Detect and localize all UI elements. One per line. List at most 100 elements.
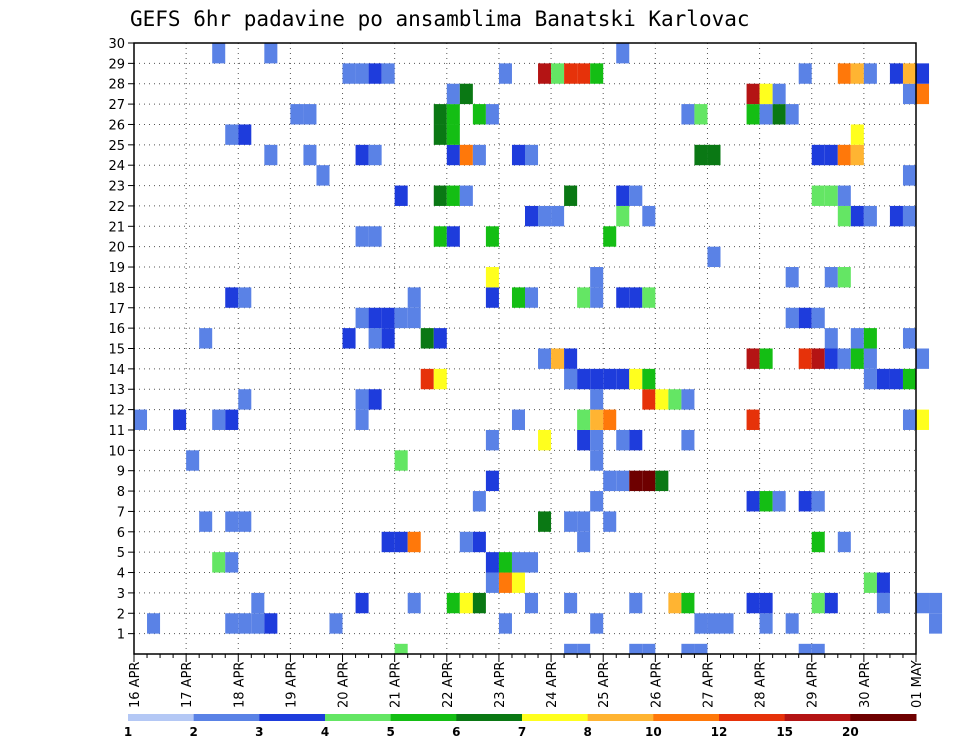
- data-cell: [551, 205, 565, 227]
- data-cell: [472, 104, 486, 125]
- data-cell: [459, 144, 473, 166]
- data-cell: [238, 287, 252, 308]
- data-cell: [433, 185, 447, 206]
- data-cell: [811, 348, 825, 369]
- legend-label: 4: [321, 725, 329, 739]
- data-cell: [407, 287, 421, 308]
- data-cell: [538, 511, 552, 532]
- x-tick-label: 26 APR: [649, 662, 664, 708]
- y-tick-label: 29: [108, 57, 125, 72]
- data-cell: [759, 348, 773, 369]
- data-cell: [590, 389, 604, 410]
- data-cell: [798, 348, 812, 369]
- data-cell: [811, 185, 825, 206]
- data-cell: [837, 205, 851, 227]
- data-cell: [394, 307, 408, 329]
- data-cell: [368, 307, 382, 329]
- data-cell: [472, 144, 486, 166]
- data-cell: [837, 267, 851, 288]
- data-cell: [225, 287, 239, 308]
- legend-swatch: [128, 714, 195, 721]
- data-cell: [590, 267, 604, 288]
- data-cell: [238, 124, 252, 145]
- data-cell: [446, 83, 460, 105]
- data-cell: [446, 104, 460, 125]
- data-cell: [225, 613, 239, 634]
- data-cell: [681, 592, 695, 614]
- data-cell: [433, 368, 447, 390]
- data-cell: [863, 348, 877, 369]
- data-cell: [420, 328, 434, 349]
- data-cell: [642, 470, 656, 492]
- data-cell: [199, 328, 213, 349]
- data-cell: [707, 246, 721, 268]
- data-cell: [551, 63, 565, 84]
- data-cell: [498, 572, 512, 593]
- data-cell: [863, 328, 877, 349]
- data-cell: [485, 572, 499, 593]
- data-cell: [525, 205, 539, 227]
- legend-swatch: [325, 714, 392, 721]
- legend-label: 15: [776, 725, 793, 739]
- legend-label: 10: [645, 725, 662, 739]
- data-cell: [225, 409, 239, 430]
- x-tick-label: 17 APR: [180, 662, 195, 708]
- data-cell: [381, 328, 395, 349]
- data-cell: [889, 205, 903, 227]
- data-cell: [642, 287, 656, 308]
- data-cell: [707, 613, 721, 634]
- data-cell: [238, 389, 252, 410]
- data-cell: [342, 328, 356, 349]
- legend-swatch: [193, 714, 260, 721]
- data-cell: [824, 144, 838, 166]
- data-cell: [642, 643, 656, 654]
- data-cell: [811, 531, 825, 553]
- data-cell: [837, 531, 851, 553]
- data-cell: [798, 307, 812, 329]
- data-cell: [355, 63, 369, 84]
- data-cell: [446, 185, 460, 206]
- y-tick-label: 9: [117, 465, 125, 480]
- data-cell: [837, 144, 851, 166]
- data-cell: [212, 409, 226, 430]
- data-cell: [525, 592, 539, 614]
- data-cell: [577, 287, 591, 308]
- data-cell: [811, 491, 825, 512]
- data-cell: [303, 104, 317, 125]
- data-cell: [772, 104, 786, 125]
- data-cell: [850, 205, 864, 227]
- chart-title: GEFS 6hr padavine po ansamblima Banatski…: [130, 7, 750, 31]
- data-cell: [485, 226, 499, 247]
- data-cell: [251, 592, 265, 614]
- data-cell: [616, 43, 630, 64]
- data-cell: [785, 613, 799, 634]
- y-tick-label: 26: [108, 118, 125, 133]
- data-cell: [564, 185, 578, 206]
- data-cell: [446, 226, 460, 247]
- data-cell: [472, 531, 486, 553]
- data-cell: [929, 613, 943, 634]
- data-cell: [459, 531, 473, 553]
- y-tick-label: 23: [108, 180, 125, 195]
- legend-swatch: [653, 714, 720, 721]
- data-cell: [837, 185, 851, 206]
- data-cell: [459, 185, 473, 206]
- x-tick-label: 23 APR: [493, 662, 508, 708]
- data-cell: [642, 205, 656, 227]
- data-cell: [759, 592, 773, 614]
- data-cell: [655, 470, 669, 492]
- data-cell: [811, 643, 825, 654]
- data-cell: [485, 104, 499, 125]
- y-tick-label: 8: [117, 485, 125, 500]
- data-cell: [772, 491, 786, 512]
- y-tick-label: 2: [117, 607, 125, 622]
- data-cell: [902, 368, 916, 390]
- data-cell: [420, 368, 434, 390]
- data-cell: [368, 144, 382, 166]
- data-cell: [629, 470, 643, 492]
- data-cell: [564, 592, 578, 614]
- data-cell: [785, 307, 799, 329]
- data-cell: [212, 552, 226, 573]
- data-cell: [472, 491, 486, 512]
